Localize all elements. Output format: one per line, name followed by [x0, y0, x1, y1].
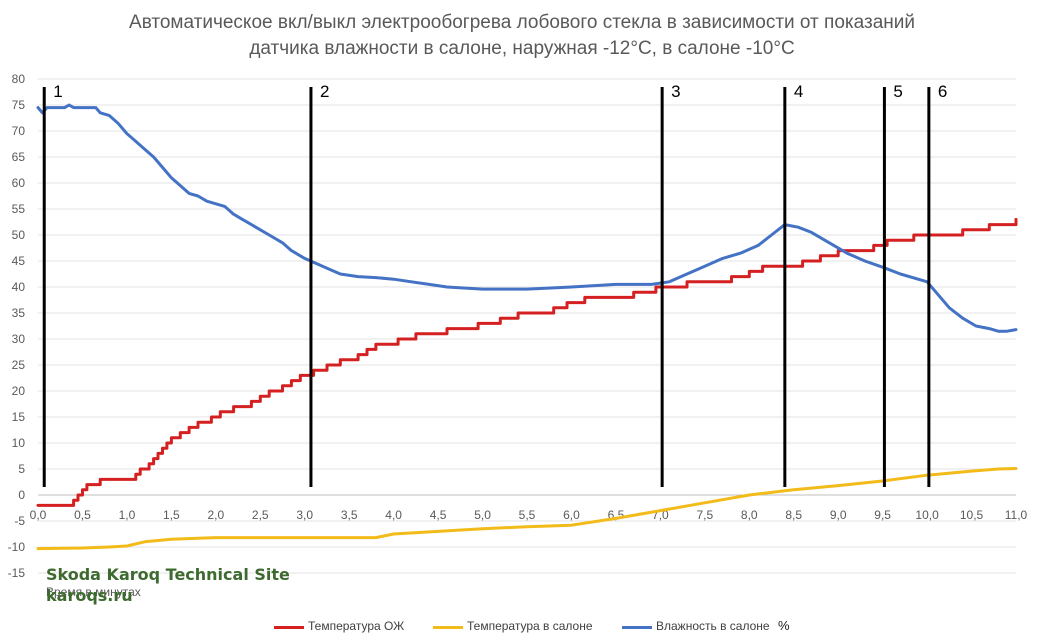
series-line: [36, 217, 1018, 507]
x-tick-label: 3,5: [341, 508, 358, 522]
watermark-url: karoqs.ru: [46, 586, 133, 605]
watermark: Skoda Karoq Technical Site: [46, 565, 290, 585]
x-tick-label: 4,0: [385, 508, 402, 522]
x-tick-label: 0,0: [30, 508, 47, 522]
y-tick-label: 50: [12, 228, 26, 242]
x-tick-label: 6,0: [563, 508, 580, 522]
y-tick-label: 40: [12, 280, 26, 294]
chart-title-line-1: Автоматическое вкл/выкл электрообогрева …: [129, 12, 915, 33]
legend-label-cabin-temp: Температура в салоне: [467, 619, 593, 633]
y-tick-label: 60: [12, 176, 26, 190]
legend: Температура ОЖ Температура в салоне Влаж…: [0, 618, 1044, 636]
marker-label: 5: [893, 82, 902, 101]
marker-label: 2: [320, 82, 329, 101]
x-tick-label: 1,0: [119, 508, 136, 522]
chart-title-line-2: датчика влажности в салоне, наружная -12…: [249, 38, 795, 59]
y-tick-label: 25: [12, 358, 26, 372]
watermark-site-name: Skoda Karoq Technical Site: [46, 565, 290, 584]
y-tick-label: -10: [8, 540, 26, 554]
x-tick-label: 9,5: [874, 508, 891, 522]
marker-label: 1: [53, 82, 62, 101]
x-tick-label: 11,0: [1005, 508, 1028, 522]
y-tick-label: 45: [12, 254, 26, 268]
y-tick-label: 70: [12, 124, 26, 138]
x-axis-tick-labels: 0,0 0,5 1,0 1,5 2,0 2,5 3,0 3,5 4,0 4,5 5,0 5,5 6,0 6…: [30, 508, 1028, 522]
legend-swatch-cabin-temp: [433, 626, 463, 629]
y-tick-label: 20: [12, 384, 26, 398]
x-tick-label: 8,5: [785, 508, 802, 522]
legend-label-coolant-temp: Температура ОЖ: [308, 619, 405, 633]
x-tick-label: 8,0: [741, 508, 758, 522]
y-tick-label: 30: [12, 332, 26, 346]
y-tick-label: -15: [8, 566, 26, 580]
y-tick-label: -5: [14, 514, 25, 528]
x-tick-label: 0,5: [74, 508, 91, 522]
y-tick-label: 15: [12, 410, 26, 424]
y-tick-label: 0: [18, 488, 25, 502]
x-tick-label: 2,0: [207, 508, 224, 522]
x-tick-label: 2,5: [252, 508, 269, 522]
event-markers: 1 2 3 4 5 6: [42, 82, 947, 487]
x-tick-label: 9,0: [830, 508, 847, 522]
y-tick-label: 65: [12, 150, 26, 164]
y-tick-label: 75: [12, 98, 26, 112]
chart-title: Автоматическое вкл/выкл электрообогрева …: [0, 10, 1044, 62]
y-tick-label: 10: [12, 436, 26, 450]
series-line: [36, 467, 1018, 551]
x-tick-label: 10,0: [915, 508, 939, 522]
y-axis-tick-labels: -15 -10 -5 0 5 10 15 20 25 30 35 40 45 50 55 60 65 70 75 80: [8, 72, 26, 580]
x-tick-label: 5,5: [519, 508, 536, 522]
y-tick-label: 35: [12, 306, 26, 320]
x-axis-label: Время в минутах: [46, 585, 141, 599]
marker-label: 3: [671, 82, 680, 101]
x-tick-label: 7,5: [696, 508, 713, 522]
legend-unit-percent: %: [778, 618, 790, 633]
series-line: [36, 103, 1018, 333]
marker-label: 6: [938, 82, 947, 101]
y-tick-label: 55: [12, 202, 26, 216]
y-tick-label: 80: [12, 72, 26, 86]
legend-label-cabin-humidity: Влажность в салоне: [656, 619, 770, 633]
x-tick-label: 10,5: [960, 508, 984, 522]
series-lines: [36, 103, 1018, 551]
x-tick-label: 4,5: [430, 508, 447, 522]
legend-swatch-coolant-temp: [274, 626, 304, 629]
x-tick-label: 3,0: [296, 508, 313, 522]
y-tick-label: 5: [18, 462, 25, 476]
x-tick-label: 5,0: [474, 508, 491, 522]
grid-lines: [38, 78, 1016, 574]
watermark-url-block: karoqs.ru: [46, 586, 133, 606]
legend-swatch-cabin-humidity: [622, 626, 652, 629]
x-tick-label: 1,5: [163, 508, 180, 522]
marker-label: 4: [794, 82, 803, 101]
